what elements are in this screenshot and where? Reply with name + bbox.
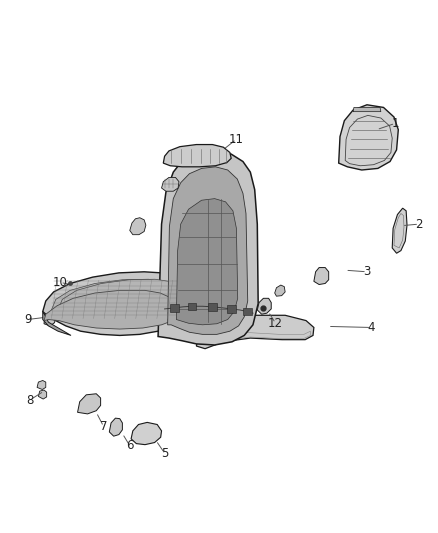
Polygon shape: [43, 312, 71, 335]
Polygon shape: [51, 279, 178, 322]
Polygon shape: [78, 394, 101, 414]
Polygon shape: [162, 177, 179, 191]
Polygon shape: [37, 381, 46, 390]
Polygon shape: [130, 217, 146, 235]
Polygon shape: [353, 108, 381, 112]
Text: 7: 7: [100, 420, 107, 433]
Polygon shape: [177, 199, 238, 325]
Polygon shape: [170, 304, 179, 312]
Polygon shape: [44, 290, 181, 329]
Polygon shape: [257, 298, 271, 314]
Polygon shape: [131, 422, 162, 445]
Text: 6: 6: [126, 439, 134, 452]
Text: 1: 1: [392, 117, 399, 130]
Text: 2: 2: [416, 217, 423, 231]
Polygon shape: [43, 272, 195, 335]
Polygon shape: [110, 418, 122, 436]
Polygon shape: [243, 308, 252, 316]
Polygon shape: [168, 167, 248, 334]
Text: 3: 3: [363, 265, 371, 278]
Polygon shape: [187, 303, 196, 310]
Polygon shape: [44, 310, 56, 326]
Polygon shape: [76, 280, 98, 298]
Polygon shape: [208, 303, 217, 311]
Text: 9: 9: [24, 313, 31, 326]
Polygon shape: [196, 316, 314, 349]
Text: 8: 8: [26, 393, 33, 407]
Polygon shape: [314, 268, 328, 285]
Text: 11: 11: [229, 133, 244, 146]
Polygon shape: [392, 208, 407, 253]
Polygon shape: [39, 390, 47, 399]
Text: 4: 4: [367, 321, 375, 334]
Polygon shape: [58, 279, 184, 322]
Polygon shape: [227, 305, 236, 313]
Polygon shape: [339, 105, 398, 170]
Text: 10: 10: [53, 276, 67, 289]
Text: 12: 12: [268, 317, 283, 330]
Polygon shape: [163, 144, 231, 167]
Polygon shape: [158, 151, 258, 345]
Text: 5: 5: [161, 447, 168, 459]
Polygon shape: [275, 285, 285, 296]
